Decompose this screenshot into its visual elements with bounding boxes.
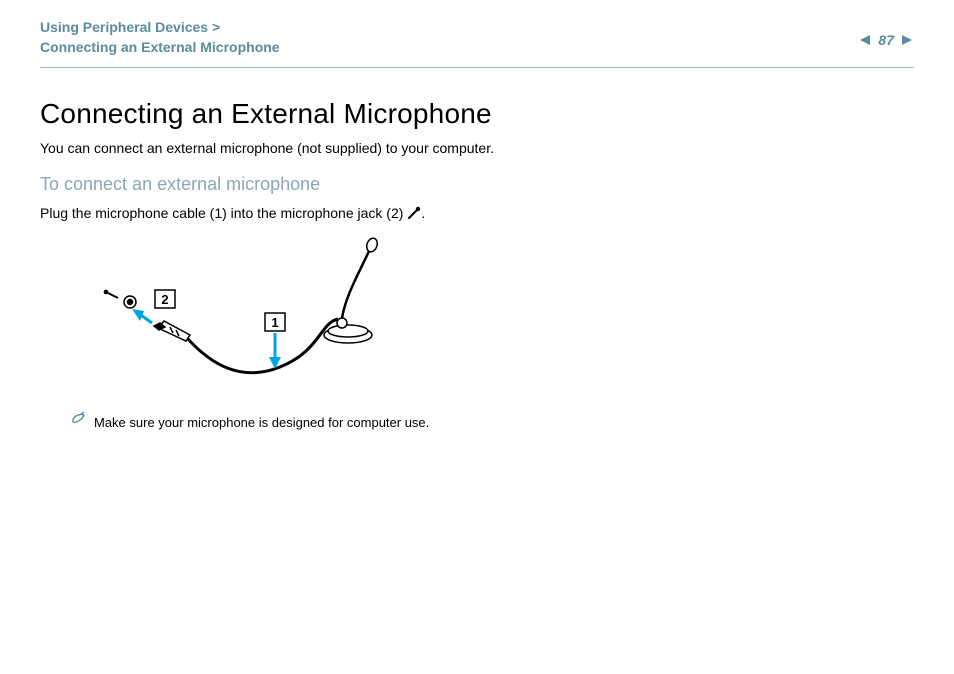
breadcrumb: Using Peripheral Devices > Connecting an… [40,18,280,57]
page-number: 87 [878,32,894,48]
header-divider [40,67,914,68]
microphone-drawing [324,237,379,343]
cable-path [188,319,338,373]
page-navigation: 87 [858,32,914,48]
intro-text: You can connect an external microphone (… [40,140,914,156]
page-title: Connecting an External Microphone [40,98,914,130]
next-page-icon[interactable] [900,34,914,46]
jack-label-box: 2 [155,290,175,308]
plug-arrow [132,309,152,323]
cable-arrow [269,333,281,369]
chevron-right-icon: > [212,19,220,35]
note-text: Make sure your microphone is designed fo… [94,415,429,430]
jack-label-text: 2 [161,292,168,307]
instruction-text: Plug the microphone cable (1) into the m… [40,205,914,223]
instruction-post: . [421,205,425,221]
note-icon [70,411,88,430]
prev-page-icon[interactable] [858,34,872,46]
cable-label-text: 1 [271,315,278,330]
connection-diagram: 2 1 [70,235,440,405]
breadcrumb-page: Connecting an External Microphone [40,39,280,55]
breadcrumb-section: Using Peripheral Devices [40,19,208,35]
procedure-subhead: To connect an external microphone [40,174,914,195]
cable-label-box: 1 [265,313,285,331]
jack-socket [104,291,136,309]
instruction-pre: Plug the microphone cable (1) into the m… [40,205,407,221]
microphone-icon [407,206,421,223]
cable-plug [154,321,190,341]
